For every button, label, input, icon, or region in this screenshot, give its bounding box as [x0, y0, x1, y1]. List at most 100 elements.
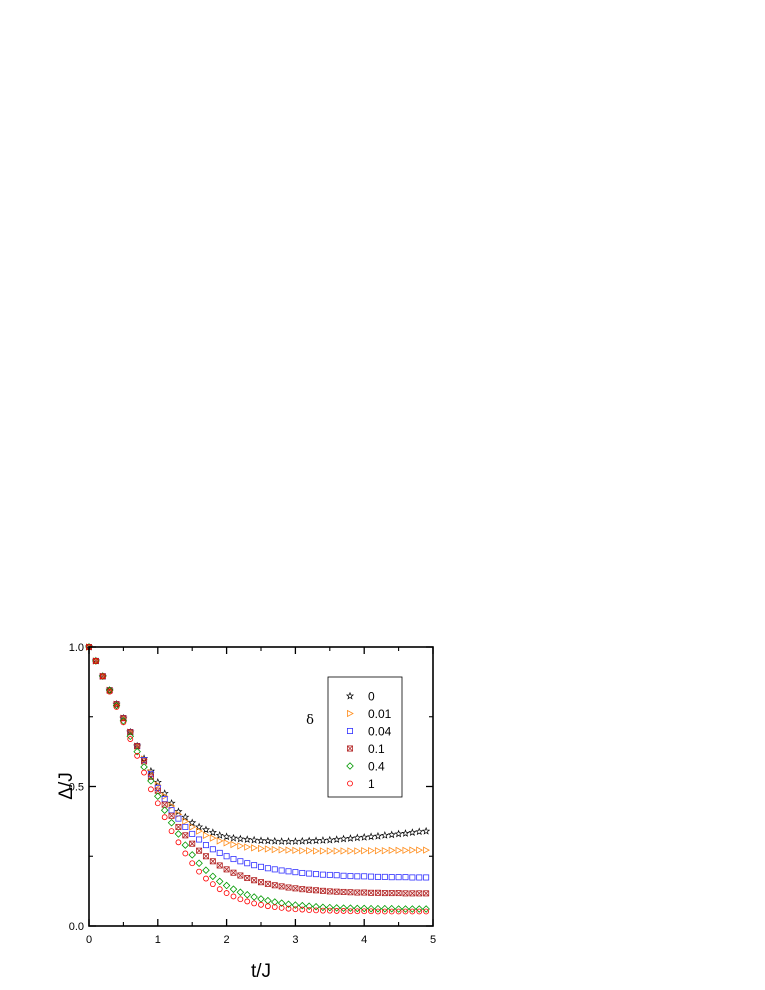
data-point	[278, 883, 285, 890]
data-point	[134, 752, 141, 759]
data-point	[174, 830, 183, 838]
data-point	[189, 823, 197, 831]
data-point	[381, 847, 389, 855]
data-point	[223, 839, 231, 847]
data-point	[361, 873, 368, 880]
data-point	[395, 890, 402, 897]
data-point	[92, 658, 99, 664]
data-point	[229, 833, 238, 842]
data-point	[332, 835, 341, 843]
data-point	[395, 908, 402, 915]
data-point	[374, 847, 382, 855]
data-point	[332, 904, 341, 912]
legend-label: 0.4	[368, 760, 385, 774]
data-point	[271, 866, 278, 873]
data-point	[244, 898, 251, 905]
data-point	[251, 877, 258, 884]
data-point	[168, 828, 175, 835]
data-point	[270, 898, 279, 906]
data-point	[326, 888, 333, 895]
data-point	[106, 688, 113, 695]
data-point	[368, 873, 375, 880]
data-point	[263, 836, 272, 845]
data-point	[416, 890, 423, 897]
data-point	[216, 837, 224, 845]
data-point	[346, 904, 355, 912]
data-point	[394, 829, 403, 838]
data-point	[320, 907, 326, 914]
legend-label: 0.04	[368, 725, 392, 739]
data-point	[409, 846, 417, 854]
legend-marker	[345, 691, 355, 700]
data-point	[127, 736, 134, 742]
data-point	[271, 882, 278, 889]
data-point	[299, 886, 306, 893]
x-tick-label: 0	[86, 934, 92, 946]
data-point	[161, 814, 168, 821]
legend-marker	[346, 728, 353, 735]
data-point	[216, 862, 223, 869]
data-point	[196, 836, 203, 843]
data-point	[222, 832, 231, 841]
data-point	[215, 877, 224, 886]
data-point	[423, 908, 430, 915]
x-tick-label: 5	[430, 934, 436, 946]
data-point	[326, 903, 334, 912]
data-point	[223, 866, 230, 873]
data-point	[305, 836, 314, 845]
data-point	[243, 890, 252, 899]
data-point	[244, 875, 251, 882]
data-point	[306, 847, 314, 855]
data-point	[181, 841, 190, 849]
data-point	[354, 908, 361, 915]
data-point	[251, 900, 258, 907]
data-point	[388, 908, 395, 915]
data-point	[285, 868, 292, 875]
data-point	[313, 847, 320, 855]
legend-marker	[346, 762, 354, 770]
data-point	[422, 905, 430, 913]
series-3	[86, 644, 430, 897]
data-point	[395, 846, 403, 855]
data-point	[182, 817, 190, 826]
data-point	[175, 823, 182, 830]
data-point	[188, 818, 197, 827]
data-point	[388, 874, 395, 881]
data-point	[202, 866, 210, 874]
data-point	[236, 834, 245, 843]
legend-marker	[347, 780, 353, 787]
data-point	[230, 869, 237, 876]
data-point	[298, 836, 307, 845]
data-point	[387, 830, 396, 839]
x-axis-label: t/J	[251, 961, 271, 982]
data-point	[264, 896, 272, 905]
data-point	[203, 875, 209, 882]
data-point	[299, 847, 307, 855]
data-point	[258, 901, 264, 908]
data-point	[354, 889, 361, 896]
data-point	[202, 842, 209, 849]
data-point	[291, 837, 300, 845]
data-point	[147, 773, 154, 780]
data-point	[188, 851, 196, 859]
data-point	[229, 885, 238, 893]
series-5	[86, 644, 430, 915]
data-point	[127, 729, 134, 736]
legend-marker	[346, 745, 353, 752]
data-point	[381, 873, 388, 880]
data-point	[340, 872, 347, 879]
data-point	[189, 830, 196, 837]
data-point	[402, 890, 409, 897]
data-point	[347, 908, 354, 915]
data-point	[388, 890, 395, 897]
data-point	[423, 890, 430, 897]
data-point	[99, 673, 106, 680]
series-4	[85, 643, 430, 913]
data-point	[208, 828, 217, 836]
data-point	[311, 836, 321, 845]
data-point	[394, 905, 403, 913]
data-point	[141, 769, 147, 776]
data-point	[292, 869, 299, 876]
data-point	[119, 717, 128, 725]
y-axis-label: Δ/J	[56, 772, 77, 799]
